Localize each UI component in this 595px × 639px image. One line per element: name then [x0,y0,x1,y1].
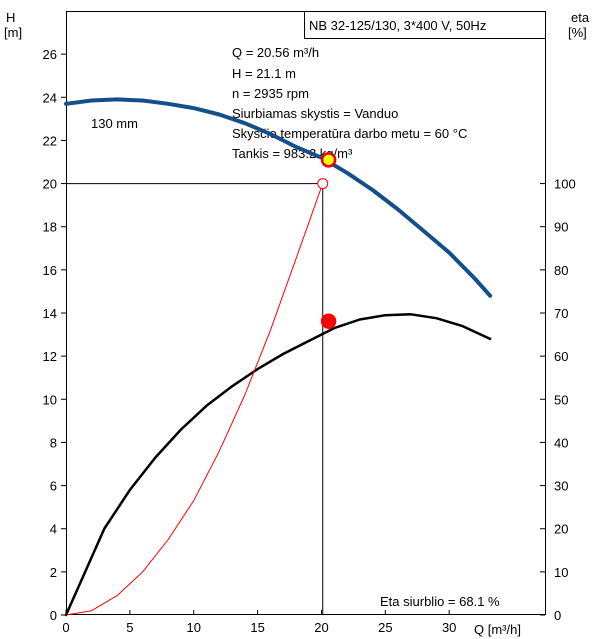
x-tick-label: 0 [62,620,69,635]
curves [64,97,493,617]
x-tick-label: 20 [314,620,328,635]
info-line-head: H = 21.1 m [232,66,296,81]
right-axis-label-line1: eta [571,10,590,25]
right-tick-label: 10 [554,565,568,580]
right-tick-label: 20 [554,522,568,537]
head-operating-point [320,152,337,168]
right-tick-label: 100 [554,177,576,192]
operating-info-block: Q = 20.56 m³/h H = 21.1 m n = 2935 rpm S… [232,45,467,161]
left-tick-label: 18 [43,220,57,235]
right-tick-label: 90 [554,220,568,235]
right-axis-label-line2: [%] [568,25,587,40]
x-tick-label: 5 [126,620,133,635]
right-tick-label: 70 [554,306,568,321]
right-tick-label: 30 [554,479,568,494]
info-line-speed: n = 2935 rpm [232,86,309,101]
info-line-liquid: Siurbiamas skystis = Vanduo [232,106,398,121]
x-axis-label: Q [m³/h] [474,622,521,637]
points [317,152,337,329]
left-tick-label: 12 [43,349,57,364]
left-tick-label: 26 [43,47,57,62]
x-tick-label: 10 [186,620,200,635]
efficiency-label: Eta siurblio = 68.1 % [380,594,500,609]
efficiency-operating-point [320,313,337,329]
right-tick-label: 80 [554,263,568,278]
left-tick-label: 16 [43,263,57,278]
left-axis-label-line2: [m] [4,25,22,40]
efficiency-curve-start [65,528,105,616]
right-tick-label: 0 [554,608,561,623]
x-tick-label: 25 [378,620,392,635]
efficiency-curve [64,313,492,617]
left-axis-label-line1: H [6,10,15,25]
right-tick-label: 50 [554,392,568,407]
left-tick-label: 10 [43,392,57,407]
left-tick-label: 20 [43,177,57,192]
info-line-temperature: Skysčio temperatūra darbo metu = 60 °C [232,126,467,141]
left-tick-label: 14 [43,306,57,321]
left-tick-label: 8 [50,435,57,450]
left-tick-label: 2 [50,565,57,580]
title-box [304,11,546,39]
left-tick-label: 4 [50,522,57,537]
left-tick-label: 0 [50,608,57,623]
qh-curve [64,97,493,298]
x-tick-label: 30 [442,620,456,635]
axis-ticks: 0246810121416182022242601020304050607080… [43,47,576,635]
left-tick-label: 22 [43,133,57,148]
system-curve [65,183,324,616]
chart-title: NB 32-125/130, 3*400 V, 50Hz [309,18,486,33]
system-point-marker [317,178,329,190]
right-tick-label: 60 [554,349,568,364]
left-tick-label: 6 [50,479,57,494]
x-tick-label: 15 [250,620,264,635]
left-tick-label: 24 [43,90,57,105]
info-line-flow: Q = 20.56 m³/h [232,45,319,60]
impeller-diameter-label: 130 mm [91,116,138,131]
right-tick-label: 40 [554,435,568,450]
